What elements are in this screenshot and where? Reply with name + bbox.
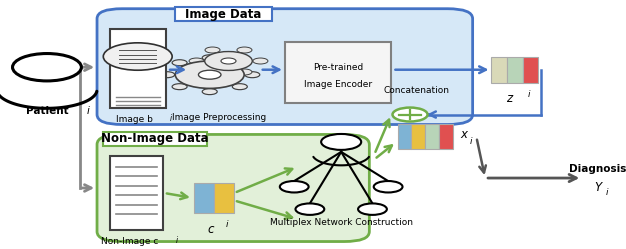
Text: Pre-trained: Pre-trained	[313, 63, 363, 72]
Circle shape	[237, 69, 252, 75]
Circle shape	[393, 108, 428, 122]
Text: Non-Image Data: Non-Image Data	[101, 132, 209, 145]
Text: Diagnosis: Diagnosis	[569, 164, 626, 174]
Circle shape	[172, 60, 187, 66]
Circle shape	[205, 52, 252, 70]
Bar	[439, 124, 453, 149]
Text: i: i	[86, 106, 89, 116]
Circle shape	[237, 47, 252, 53]
Text: i: i	[170, 114, 172, 123]
Text: x: x	[460, 128, 467, 141]
Text: Multiplex Network Construction: Multiplex Network Construction	[270, 218, 413, 227]
Circle shape	[358, 203, 387, 215]
Bar	[398, 124, 411, 149]
Circle shape	[205, 47, 220, 53]
Circle shape	[321, 134, 361, 150]
FancyBboxPatch shape	[97, 134, 369, 242]
Circle shape	[198, 70, 221, 79]
Text: i: i	[528, 90, 530, 99]
Text: Image Data: Image Data	[185, 8, 262, 21]
Circle shape	[245, 72, 260, 78]
Bar	[194, 183, 214, 213]
Circle shape	[189, 58, 204, 64]
Bar	[425, 124, 439, 149]
FancyBboxPatch shape	[97, 9, 473, 124]
Circle shape	[295, 203, 324, 215]
FancyBboxPatch shape	[175, 7, 272, 21]
Text: Image b: Image b	[116, 115, 153, 124]
Text: i: i	[176, 236, 178, 245]
Text: i: i	[606, 188, 608, 197]
Circle shape	[374, 181, 403, 192]
Bar	[523, 57, 538, 83]
Circle shape	[232, 84, 247, 90]
FancyBboxPatch shape	[103, 132, 207, 146]
Text: Concatenation: Concatenation	[383, 86, 449, 95]
Bar	[507, 57, 523, 83]
Circle shape	[205, 69, 220, 75]
Bar	[214, 183, 234, 213]
Circle shape	[13, 54, 81, 81]
Circle shape	[202, 55, 217, 61]
Circle shape	[160, 72, 175, 78]
FancyBboxPatch shape	[285, 42, 391, 103]
Text: c: c	[208, 223, 214, 236]
Text: Image Preprocessing: Image Preprocessing	[172, 113, 266, 122]
Text: i: i	[225, 220, 228, 229]
Text: Image Encoder: Image Encoder	[304, 79, 372, 89]
FancyBboxPatch shape	[110, 156, 163, 230]
Circle shape	[103, 43, 172, 70]
Circle shape	[253, 58, 268, 64]
Circle shape	[221, 58, 236, 64]
Circle shape	[232, 60, 247, 66]
Bar	[411, 124, 425, 149]
Text: z: z	[506, 92, 511, 105]
Bar	[491, 57, 507, 83]
Circle shape	[280, 181, 309, 192]
Text: Patient: Patient	[26, 106, 68, 116]
Text: Non-Image c: Non-Image c	[101, 237, 158, 246]
FancyBboxPatch shape	[110, 29, 166, 108]
Text: i: i	[470, 137, 473, 146]
Circle shape	[202, 89, 217, 95]
Circle shape	[175, 61, 244, 88]
Text: Y: Y	[594, 182, 602, 194]
Circle shape	[172, 84, 187, 90]
